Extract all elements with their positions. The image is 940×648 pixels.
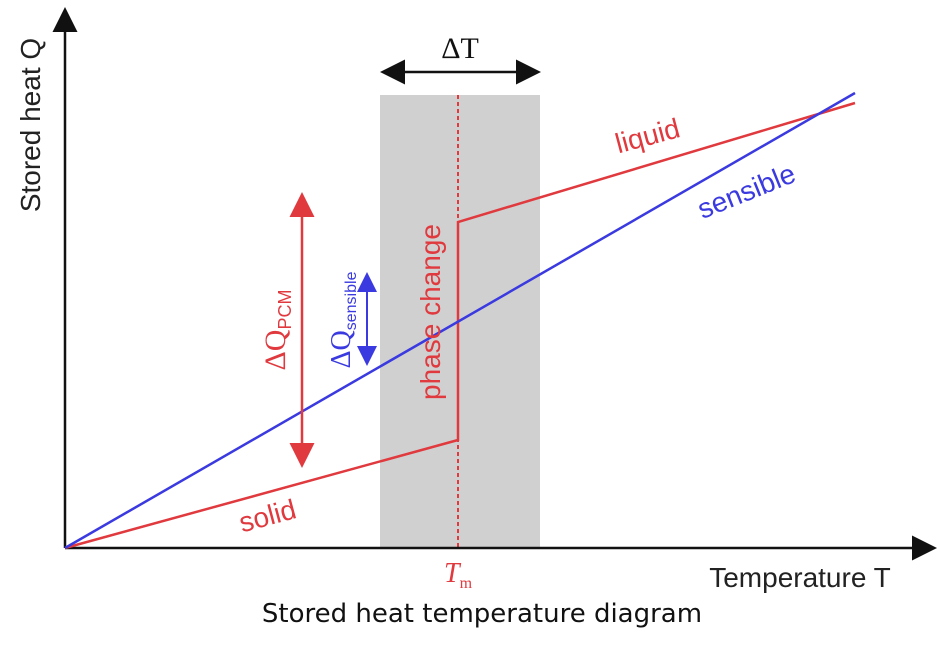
melting-temp-label: Tm (444, 558, 473, 592)
delta-q-pcm-sub: PCM (275, 290, 295, 330)
liquid-label: liquid (612, 112, 683, 159)
sensible-curve (64, 91, 856, 550)
delta-q-pcm-label: ΔQPCM (259, 290, 295, 371)
melting-temp-main: T (444, 558, 462, 589)
caption: Stored heat temperature diagram (262, 599, 702, 629)
sensible-label: sensible (693, 158, 800, 225)
pcm-curve (64, 101, 856, 550)
y-axis-label: Stored heat Q (15, 38, 46, 212)
delta-t-label: ΔT (441, 32, 479, 65)
delta-q-sensible-sub: sensible (343, 271, 360, 330)
melting-temp-sub: m (460, 575, 473, 592)
delta-q-pcm-main: ΔQ (259, 329, 292, 370)
delta-q-sensible-main: ΔQ (326, 330, 357, 368)
phase-change-label: phase change (415, 224, 446, 400)
x-axis-label: Temperature T (709, 562, 891, 593)
solid-label: solid (236, 493, 300, 538)
delta-q-sensible-label: ΔQsensible (326, 271, 360, 368)
